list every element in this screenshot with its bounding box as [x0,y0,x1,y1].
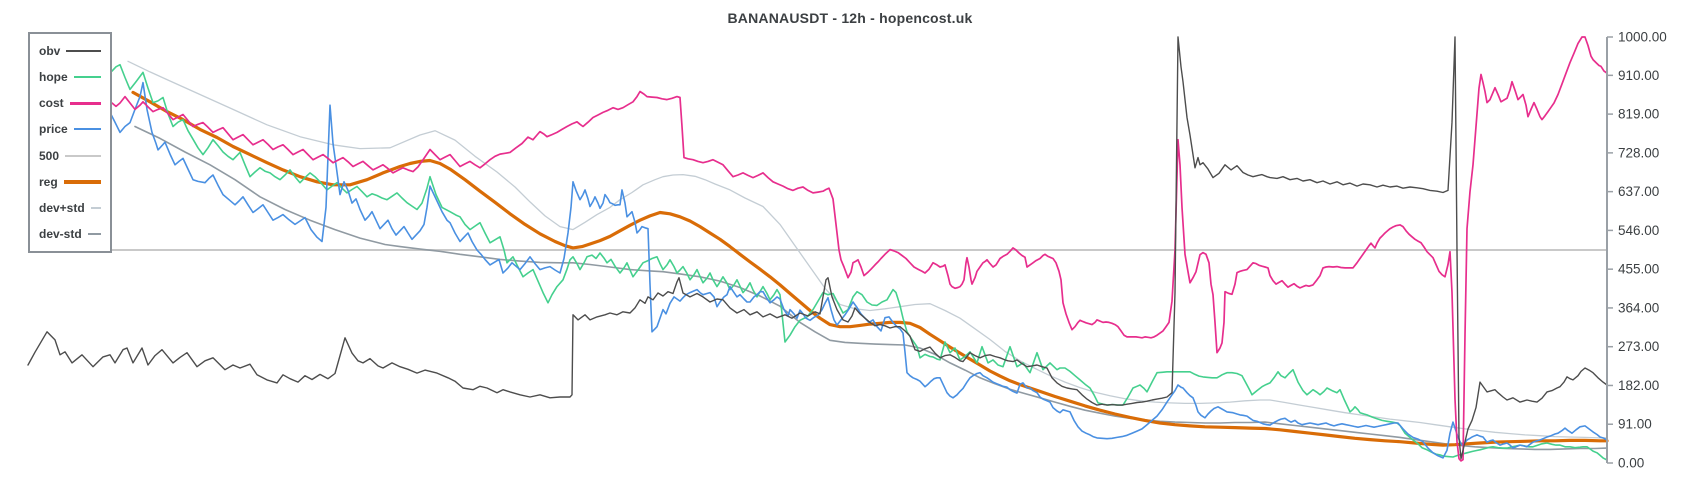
y-axis-tick-label: 91.00 [1618,417,1652,432]
legend-label: hope [39,70,68,85]
legend-swatch-line [63,179,101,184]
y-axis-tick-label: 910.00 [1618,68,1659,83]
legend-swatch-line [87,232,101,235]
series-cost [111,36,1608,462]
legend-item-price[interactable]: price [39,122,101,136]
legend-swatch-line [90,206,101,209]
legend-swatch-line [69,101,101,105]
y-axis-tick-label: 364.00 [1618,300,1659,315]
legend-swatch-line [73,128,101,131]
chart-title: BANANAUSDT - 12h - hopencost.uk [727,10,973,26]
legend-label: 500 [39,148,60,163]
y-axis-tick-label: 0.00 [1618,456,1644,471]
y-axis-tick-label: 455.00 [1618,262,1659,277]
y-axis-tick-label: 1000.00 [1618,30,1667,45]
legend-label: dev-std [39,226,82,241]
legend-item-dev-std[interactable]: dev+std [39,201,101,215]
legend-swatch-line [65,154,101,157]
legend-item-dev-std[interactable]: dev-std [39,227,101,241]
y-axis-tick-label: 637.00 [1618,184,1659,199]
legend-label: reg [39,174,58,189]
legend-item-hope[interactable]: hope [39,70,101,84]
series-obv [27,36,1608,460]
legend-label: dev+std [39,200,85,215]
y-axis-tick-label: 273.00 [1618,339,1659,354]
legend-item-obv[interactable]: obv [39,44,101,58]
legend-label: price [39,122,68,137]
legend-item-reg[interactable]: reg [39,175,101,189]
series-dev+std [127,60,1608,439]
y-axis-tick-label: 819.00 [1618,107,1659,122]
y-axis-tick-label: 546.00 [1618,223,1659,238]
series-hope [111,63,1608,461]
y-axis-tick-label: 728.00 [1618,145,1659,160]
y-axis-tick-label: 182.00 [1618,378,1659,393]
legend-label: cost [39,96,64,111]
legend-item-cost[interactable]: cost [39,96,101,110]
series-reg [131,90,1609,447]
legend: obv hope cost price 500 reg dev+std dev-std [28,32,112,253]
legend-item-500[interactable]: 500 [39,149,101,163]
legend-swatch-line [66,50,101,53]
legend-label: obv [39,44,61,59]
legend-swatch-line [73,76,101,79]
series-dev-std [134,125,1608,451]
series-price [109,81,1608,459]
